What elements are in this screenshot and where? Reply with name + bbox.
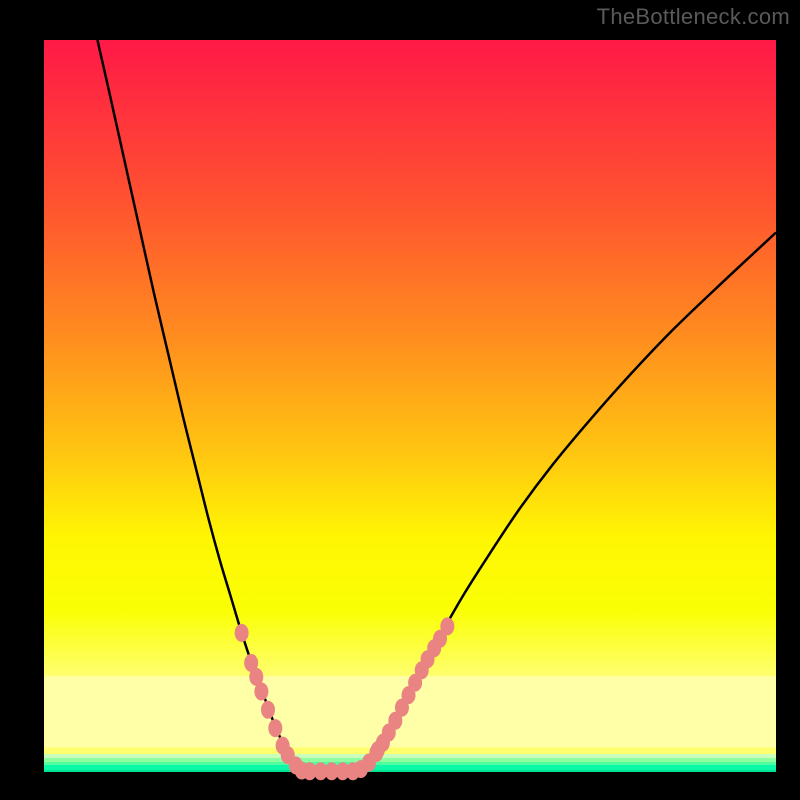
plot-area	[44, 40, 776, 772]
chart-container: TheBottleneck.com	[0, 0, 800, 800]
marker-4	[261, 701, 275, 719]
curve-left	[97, 40, 306, 772]
watermark-text: TheBottleneck.com	[597, 4, 790, 30]
marker-5	[268, 719, 282, 737]
marker-3	[254, 682, 268, 700]
curve-right	[355, 233, 776, 772]
marker-29	[440, 617, 454, 635]
markers-group	[235, 617, 455, 780]
curve-svg	[44, 40, 776, 772]
marker-0	[235, 624, 249, 642]
